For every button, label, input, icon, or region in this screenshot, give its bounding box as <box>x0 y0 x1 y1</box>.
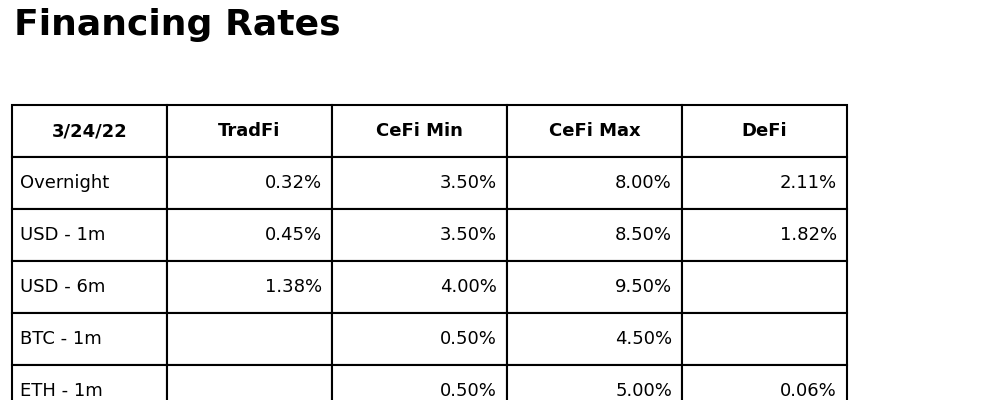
Text: Overnight: Overnight <box>20 174 109 192</box>
Text: TradFi: TradFi <box>218 122 281 140</box>
Bar <box>12 365 167 400</box>
Text: DeFi: DeFi <box>742 122 788 140</box>
Bar <box>682 365 847 400</box>
Bar <box>12 105 167 157</box>
Text: 4.50%: 4.50% <box>615 330 672 348</box>
Bar <box>332 261 507 313</box>
Bar <box>507 365 682 400</box>
Bar <box>682 209 847 261</box>
Bar <box>682 105 847 157</box>
Text: 8.50%: 8.50% <box>615 226 672 244</box>
Text: 0.50%: 0.50% <box>440 382 497 400</box>
Text: 3/24/22: 3/24/22 <box>52 122 127 140</box>
Bar <box>507 105 682 157</box>
Bar <box>167 209 332 261</box>
Bar <box>682 157 847 209</box>
Text: 0.32%: 0.32% <box>265 174 322 192</box>
Text: CeFi Max: CeFi Max <box>549 122 640 140</box>
Text: CeFi Min: CeFi Min <box>376 122 463 140</box>
Bar <box>167 365 332 400</box>
Text: USD - 1m: USD - 1m <box>20 226 105 244</box>
Bar <box>167 105 332 157</box>
Text: USD - 6m: USD - 6m <box>20 278 105 296</box>
Bar <box>167 313 332 365</box>
Text: 0.50%: 0.50% <box>440 330 497 348</box>
Bar <box>507 313 682 365</box>
Bar <box>507 209 682 261</box>
Text: 1.38%: 1.38% <box>265 278 322 296</box>
Bar <box>332 313 507 365</box>
Bar <box>167 157 332 209</box>
Text: Financing Rates: Financing Rates <box>14 8 340 42</box>
Bar <box>507 157 682 209</box>
Text: BTC - 1m: BTC - 1m <box>20 330 102 348</box>
Text: 2.11%: 2.11% <box>780 174 837 192</box>
Text: 5.00%: 5.00% <box>615 382 672 400</box>
Bar <box>332 365 507 400</box>
Bar <box>332 157 507 209</box>
Bar <box>167 261 332 313</box>
Bar <box>332 209 507 261</box>
Bar <box>682 313 847 365</box>
Text: 9.50%: 9.50% <box>615 278 672 296</box>
Text: 0.06%: 0.06% <box>781 382 837 400</box>
Text: 8.00%: 8.00% <box>615 174 672 192</box>
Text: 4.00%: 4.00% <box>440 278 497 296</box>
Bar <box>682 261 847 313</box>
Bar <box>12 157 167 209</box>
Bar <box>12 313 167 365</box>
Text: 3.50%: 3.50% <box>439 174 497 192</box>
Bar <box>507 261 682 313</box>
Text: 0.45%: 0.45% <box>265 226 322 244</box>
Text: 1.82%: 1.82% <box>780 226 837 244</box>
Text: 3.50%: 3.50% <box>439 226 497 244</box>
Bar <box>12 261 167 313</box>
Bar <box>332 105 507 157</box>
Text: ETH - 1m: ETH - 1m <box>20 382 103 400</box>
Bar <box>12 209 167 261</box>
